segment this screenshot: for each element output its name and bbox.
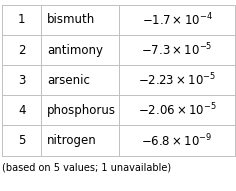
Text: bismuth: bismuth xyxy=(47,13,95,26)
Text: (based on 5 values; 1 unavailable): (based on 5 values; 1 unavailable) xyxy=(2,162,172,172)
Text: 5: 5 xyxy=(18,134,25,147)
Text: 3: 3 xyxy=(18,74,25,87)
Text: $-2.23\times10^{-5}$: $-2.23\times10^{-5}$ xyxy=(138,72,216,88)
Text: $-6.8\times10^{-9}$: $-6.8\times10^{-9}$ xyxy=(141,132,213,149)
Text: phosphorus: phosphorus xyxy=(47,104,116,117)
Text: $-1.7\times10^{-4}$: $-1.7\times10^{-4}$ xyxy=(142,12,212,28)
Text: antimony: antimony xyxy=(47,44,103,57)
Text: $-7.3\times10^{-5}$: $-7.3\times10^{-5}$ xyxy=(141,42,213,58)
Text: 1: 1 xyxy=(18,13,25,26)
Text: nitrogen: nitrogen xyxy=(47,134,97,147)
Text: $-2.06\times10^{-5}$: $-2.06\times10^{-5}$ xyxy=(138,102,216,119)
Text: 2: 2 xyxy=(18,44,25,57)
Text: 4: 4 xyxy=(18,104,25,117)
Text: arsenic: arsenic xyxy=(47,74,90,87)
